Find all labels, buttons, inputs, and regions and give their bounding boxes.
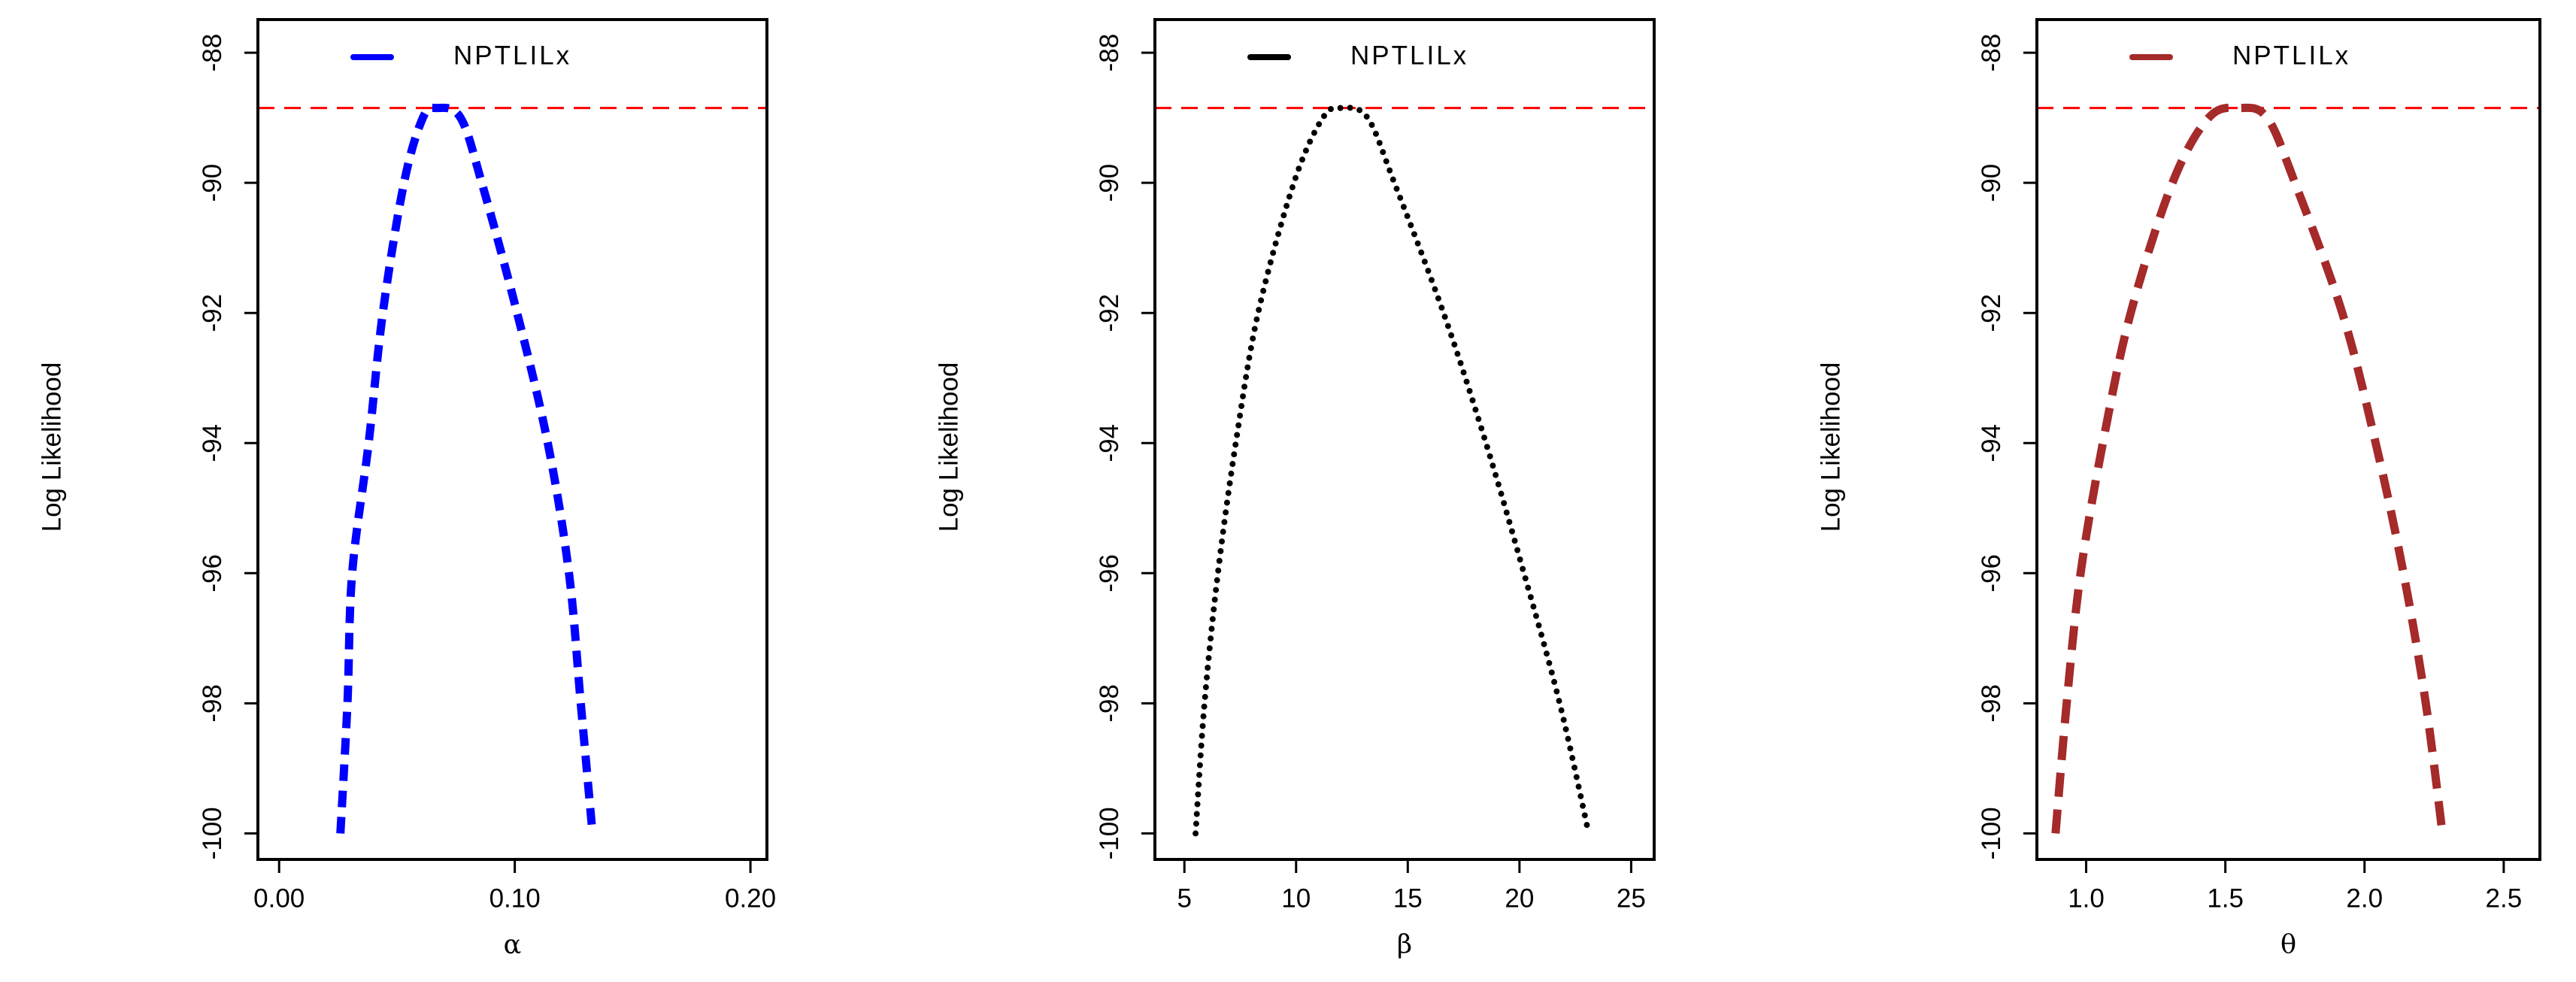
x-tick-label: 1.5: [2207, 883, 2244, 913]
plot-frame: [1153, 18, 1656, 861]
x-tick-label: 5: [1177, 883, 1191, 913]
x-tick-label: 0.20: [725, 883, 776, 913]
x-tick-label: 0.10: [489, 883, 541, 913]
x-tick-label: 15: [1393, 883, 1423, 913]
y-tick-label: -88: [1095, 34, 1124, 72]
y-tick-label: -92: [1095, 294, 1124, 332]
x-tick-label: 0.00: [253, 883, 305, 913]
y-tick-label: -88: [1977, 34, 2006, 72]
y-tick-label: -92: [1977, 294, 2006, 332]
x-axis-label: α: [504, 930, 522, 960]
y-tick-label: -100: [1977, 807, 2006, 859]
x-tick-label: 10: [1281, 883, 1311, 913]
y-tick-label: -90: [1977, 164, 2006, 202]
x-tick-label: 20: [1505, 883, 1534, 913]
legend-label: NPTLILx: [2232, 41, 2350, 70]
y-tick-label: -94: [1977, 424, 2006, 462]
legend-label: NPTLILx: [453, 41, 571, 70]
x-tick-label: 2.5: [2486, 883, 2523, 913]
y-tick-label: -96: [1095, 554, 1124, 593]
x-axis-label: θ: [2281, 930, 2296, 960]
y-tick-label: -96: [198, 554, 227, 593]
y-tick-label: -98: [1095, 684, 1124, 723]
y-tick-label: -90: [198, 164, 227, 202]
y-tick-label: -94: [198, 424, 227, 462]
plot-frame: [256, 18, 768, 861]
y-axis-label: Log Likelihood: [37, 362, 66, 532]
y-tick-label: -98: [1977, 684, 2006, 723]
y-tick-label: -100: [1095, 807, 1124, 859]
series-line: [336, 103, 597, 834]
plot-frame: [2035, 18, 2541, 861]
y-axis-label: Log Likelihood: [934, 362, 963, 532]
x-tick-label: 2.0: [2346, 883, 2383, 913]
y-tick-label: -88: [198, 34, 227, 72]
y-tick-label: -96: [1977, 554, 2006, 593]
x-tick-label: 1.0: [2068, 883, 2105, 913]
series-line: [2051, 103, 2447, 835]
y-tick-label: -98: [198, 684, 227, 723]
y-tick-label: -94: [1095, 424, 1124, 462]
y-tick-label: -90: [1095, 164, 1124, 202]
y-axis-label: Log Likelihood: [1816, 362, 1845, 532]
y-tick-label: -92: [198, 294, 227, 332]
legend-label: NPTLILx: [1350, 41, 1468, 70]
series-line: [1193, 105, 1592, 837]
x-tick-label: 25: [1617, 883, 1646, 913]
x-axis-label: β: [1397, 930, 1412, 960]
y-tick-label: -100: [198, 807, 227, 859]
